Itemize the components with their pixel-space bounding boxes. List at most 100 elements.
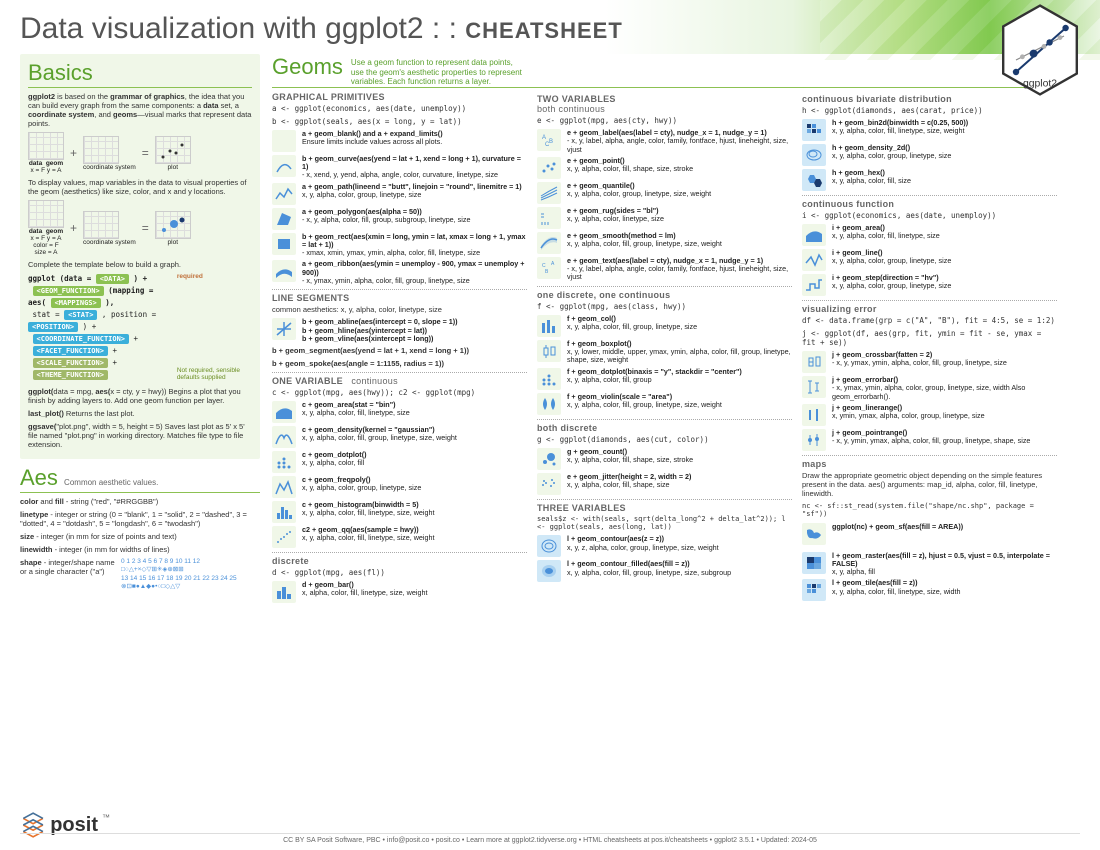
geom-desc: b + geom_curve(aes(yend = lat + 1, xend …: [302, 155, 527, 180]
maps-text: Draw the appropriate geometric object de…: [802, 471, 1057, 498]
discrete-heading: discrete: [272, 552, 527, 566]
geom-item: a + geom_blank() and a + expand_limits()…: [272, 130, 527, 152]
geom-desc: j + geom_errorbar() - x, ymax, ymin, alp…: [832, 376, 1057, 401]
geom-desc: f + geom_boxplot()x, y, lower, middle, u…: [567, 340, 792, 365]
geom-desc: c + geom_dotplot()x, y, alpha, color, fi…: [302, 451, 527, 468]
geom-desc: f + geom_col()x, y, alpha, color, fill, …: [567, 315, 792, 332]
geom-icon: [802, 404, 826, 426]
setup-code: g <- ggplot(diamonds, aes(cut, color)): [537, 435, 792, 444]
geom-item: c + geom_freqpoly()x, y, alpha, color, g…: [272, 476, 527, 498]
geom-desc: ggplot(nc) + geom_sf(aes(fill = AREA)): [832, 523, 1057, 531]
geom-desc: c2 + geom_qq(aes(sample = hwy))x, y, alp…: [302, 526, 527, 543]
geom-icon: [802, 249, 826, 271]
geom-icon: [272, 526, 296, 548]
geom-item: j + geom_crossbar(fatten = 2) - x, y, ym…: [802, 351, 1057, 373]
geom-item: b + geom_rect(aes(xmin = long, ymin = la…: [272, 233, 527, 258]
geom-desc: i + geom_line()x, y, alpha, color, group…: [832, 249, 1057, 266]
setup-code: b <- ggplot(seals, aes(x = long, y = lat…: [272, 117, 527, 126]
geom-icon: [802, 376, 826, 398]
geom-item: j + geom_errorbar() - x, ymax, ymin, alp…: [802, 376, 1057, 401]
page-title: Data visualization with ggplot2 : : CHEA…: [20, 12, 1080, 46]
page-header: Data visualization with ggplot2 : : CHEA…: [0, 0, 1100, 54]
geom-item: c + geom_dotplot()x, y, alpha, color, fi…: [272, 451, 527, 473]
geom-item: f + geom_boxplot()x, y, lower, middle, u…: [537, 340, 792, 365]
footer-text: CC BY SA Posit Software, PBC • info@posi…: [283, 837, 817, 844]
geom-desc: h + geom_hex()x, y, alpha, color, fill, …: [832, 169, 1057, 186]
aes-section: Aes Common aesthetic values. color and f…: [20, 465, 260, 596]
setup-code: a <- ggplot(economics, aes(date, unemplo…: [272, 104, 527, 113]
basics-diagram-1: data geomx = F y = A + coordinate system…: [28, 132, 252, 174]
geom-icon: [537, 473, 561, 495]
geom-desc: i + geom_area()x, y, alpha, color, fill,…: [832, 224, 1057, 241]
geom-desc: l + geom_contour(aes(z = z))x, y, z, alp…: [567, 535, 792, 552]
geom-icon: [537, 535, 561, 557]
geom-item: j + geom_pointrange() - x, y, ymin, ymax…: [802, 429, 1057, 451]
lines-icon: [272, 318, 296, 340]
geom-desc: d + geom_bar()x, alpha, color, fill, lin…: [302, 581, 527, 598]
optional-label: Not required, sensible defaults supplied: [177, 368, 252, 381]
geom-item: ggplot(nc) + geom_sf(aes(fill = AREA)): [802, 523, 1057, 545]
setup-code: j <- ggplot(df, aes(grp, fit, ymin = fit…: [802, 329, 1057, 347]
geom-item: e + geom_point()x, y, alpha, color, fill…: [537, 157, 792, 179]
geom-desc: c + geom_density(kernel = "gaussian")x, …: [302, 426, 527, 443]
geom-icon: CAB: [537, 257, 561, 279]
geom-item: b + geom_curve(aes(yend = lat + 1, xend …: [272, 155, 527, 180]
equals-icon: =: [142, 146, 149, 160]
geom-item: l + geom_contour(aes(z = z))x, y, z, alp…: [537, 535, 792, 557]
geom-desc: e + geom_jitter(height = 2, width = 2)x,…: [567, 473, 792, 490]
title-tag: CHEATSHEET: [465, 18, 623, 43]
geom-icon: [802, 169, 826, 191]
geom-item: h + geom_bin2d(binwidth = c(0.25, 500))x…: [802, 119, 1057, 141]
geom-desc: e + geom_text(aes(label = cty), nudge_x …: [567, 257, 792, 282]
geom-desc: e + geom_smooth(method = lm)x, y, alpha,…: [567, 232, 792, 249]
geom-desc: h + geom_bin2d(binwidth = c(0.25, 500))x…: [832, 119, 1057, 136]
basics-p2: To display values, map variables in the …: [28, 178, 252, 196]
geom-item: f + geom_violin(scale = "area")x, y, alp…: [537, 393, 792, 415]
geom-desc: a + geom_blank() and a + expand_limits()…: [302, 130, 527, 147]
geoms-col-3: continuous bivariate distribution h <- g…: [802, 54, 1057, 606]
geom-item: a + geom_ribbon(aes(ymin = unemploy - 90…: [272, 260, 527, 285]
both-disc-heading: both discrete: [537, 419, 792, 433]
line-segments-heading: LINE SEGMENTS: [272, 289, 527, 303]
geom-item: c + geom_density(kernel = "gaussian")x, …: [272, 426, 527, 448]
geom-icon: ABC: [537, 129, 561, 151]
geom-item: d + geom_bar()x, alpha, color, fill, lin…: [272, 581, 527, 603]
geom-icon: [537, 340, 561, 362]
geom-icon: [272, 501, 296, 523]
svg-text:A: A: [551, 261, 555, 267]
svg-text:B: B: [545, 269, 549, 275]
geom-icon: [802, 579, 826, 601]
geom-item: h + geom_density_2d()x, y, alpha, color,…: [802, 144, 1057, 166]
geoms-col-2: TWO VARIABLESboth continuous e <- ggplot…: [537, 54, 792, 606]
geom-desc: a + geom_path(lineend = "butt", linejoin…: [302, 183, 527, 200]
geom-icon: [272, 130, 296, 152]
geom-item: h + geom_hex()x, y, alpha, color, fill, …: [802, 169, 1057, 191]
item-desc: b + geom_abline(aes(intercept = 0, slope…: [302, 318, 527, 343]
geom-desc: j + geom_pointrange() - x, y, ymin, ymax…: [832, 429, 1057, 446]
geom-item: j + geom_linerange()x, ymin, ymax, alpha…: [802, 404, 1057, 426]
geom-item: e + geom_rug(sides = "bl")x, y, alpha, c…: [537, 207, 792, 229]
geom-item: i + geom_step(direction = "hv")x, y, alp…: [802, 274, 1057, 296]
geom-icon: [802, 144, 826, 166]
geom-item: g + geom_count()x, y, alpha, color, fill…: [537, 448, 792, 470]
geom-item: ABCe + geom_label(aes(label = cty), nudg…: [537, 129, 792, 154]
geom-icon: [272, 476, 296, 498]
logo-text: ggplot2: [1023, 78, 1057, 89]
equals-icon: =: [142, 221, 149, 235]
page-footer: CC BY SA Posit Software, PBC • info@posi…: [20, 833, 1080, 844]
geom-icon: [272, 233, 296, 255]
geom-desc: e + geom_quantile()x, y, alpha, color, g…: [567, 182, 792, 199]
aes-sub: Common aesthetic values.: [64, 478, 158, 487]
geom-icon: [537, 207, 561, 229]
setup-text: common aesthetics: x, y, alpha, color, l…: [272, 305, 527, 314]
geom-desc: c + geom_area(stat = "bin")x, y, alpha, …: [302, 401, 527, 418]
geom-desc: c + geom_freqpoly()x, y, alpha, color, g…: [302, 476, 527, 493]
geom-icon: [272, 426, 296, 448]
geom-desc: i + geom_step(direction = "hv")x, y, alp…: [832, 274, 1057, 291]
geom-icon: [537, 315, 561, 337]
geom-desc: l + geom_raster(aes(fill = z), hjust = 0…: [832, 552, 1057, 577]
geom-desc: e + geom_rug(sides = "bl")x, y, alpha, c…: [567, 207, 792, 224]
geom-icon: [272, 451, 296, 473]
basics-heading: Basics: [28, 60, 252, 88]
setup-code: i <- ggplot(economics, aes(date, unemplo…: [802, 211, 1057, 220]
